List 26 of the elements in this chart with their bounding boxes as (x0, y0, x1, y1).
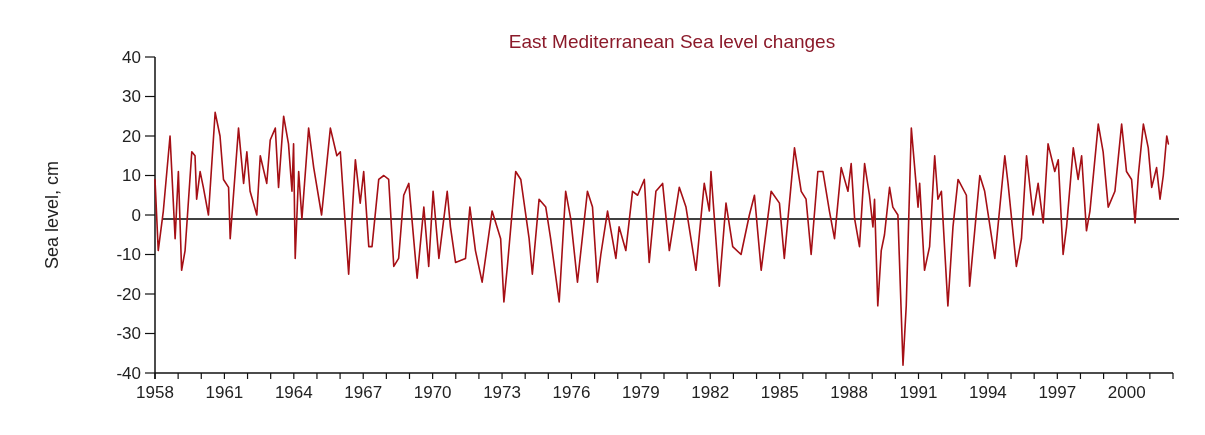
x-tick-label: 1967 (344, 383, 383, 402)
y-tick-label: 20 (122, 126, 141, 146)
x-tick-label: 1994 (968, 383, 1007, 402)
y-tick-label: 0 (131, 205, 141, 225)
x-tick-label: 1973 (483, 383, 521, 402)
y-tick-label: 40 (122, 47, 141, 67)
x-tick-label: 2000 (1107, 383, 1146, 402)
x-tick-label: 1979 (621, 383, 660, 402)
x-tick-label: 1988 (830, 383, 868, 402)
x-tick-label: 1958 (136, 383, 174, 402)
x-tick-label: 1976 (552, 383, 591, 402)
y-tick-label: 30 (122, 87, 141, 107)
x-tick-label: 1997 (1038, 383, 1077, 402)
y-axis-title: Sea level, cm (42, 160, 62, 270)
x-tick-label: 1991 (899, 383, 938, 402)
y-tick-label: 10 (122, 166, 141, 186)
x-tick-label: 1985 (760, 383, 799, 402)
x-tick-label: 1961 (205, 383, 244, 402)
x-tick-label: 1982 (691, 383, 730, 402)
y-tick-label: -20 (116, 284, 141, 304)
x-tick-label: 1970 (413, 383, 452, 402)
y-tick-label: -40 (116, 363, 141, 383)
x-tick-label: 1964 (274, 383, 313, 402)
y-tick-label: -10 (116, 245, 141, 265)
y-tick-label: -30 (116, 324, 141, 344)
chart-title: East Mediterranean Sea level changes (508, 31, 836, 52)
